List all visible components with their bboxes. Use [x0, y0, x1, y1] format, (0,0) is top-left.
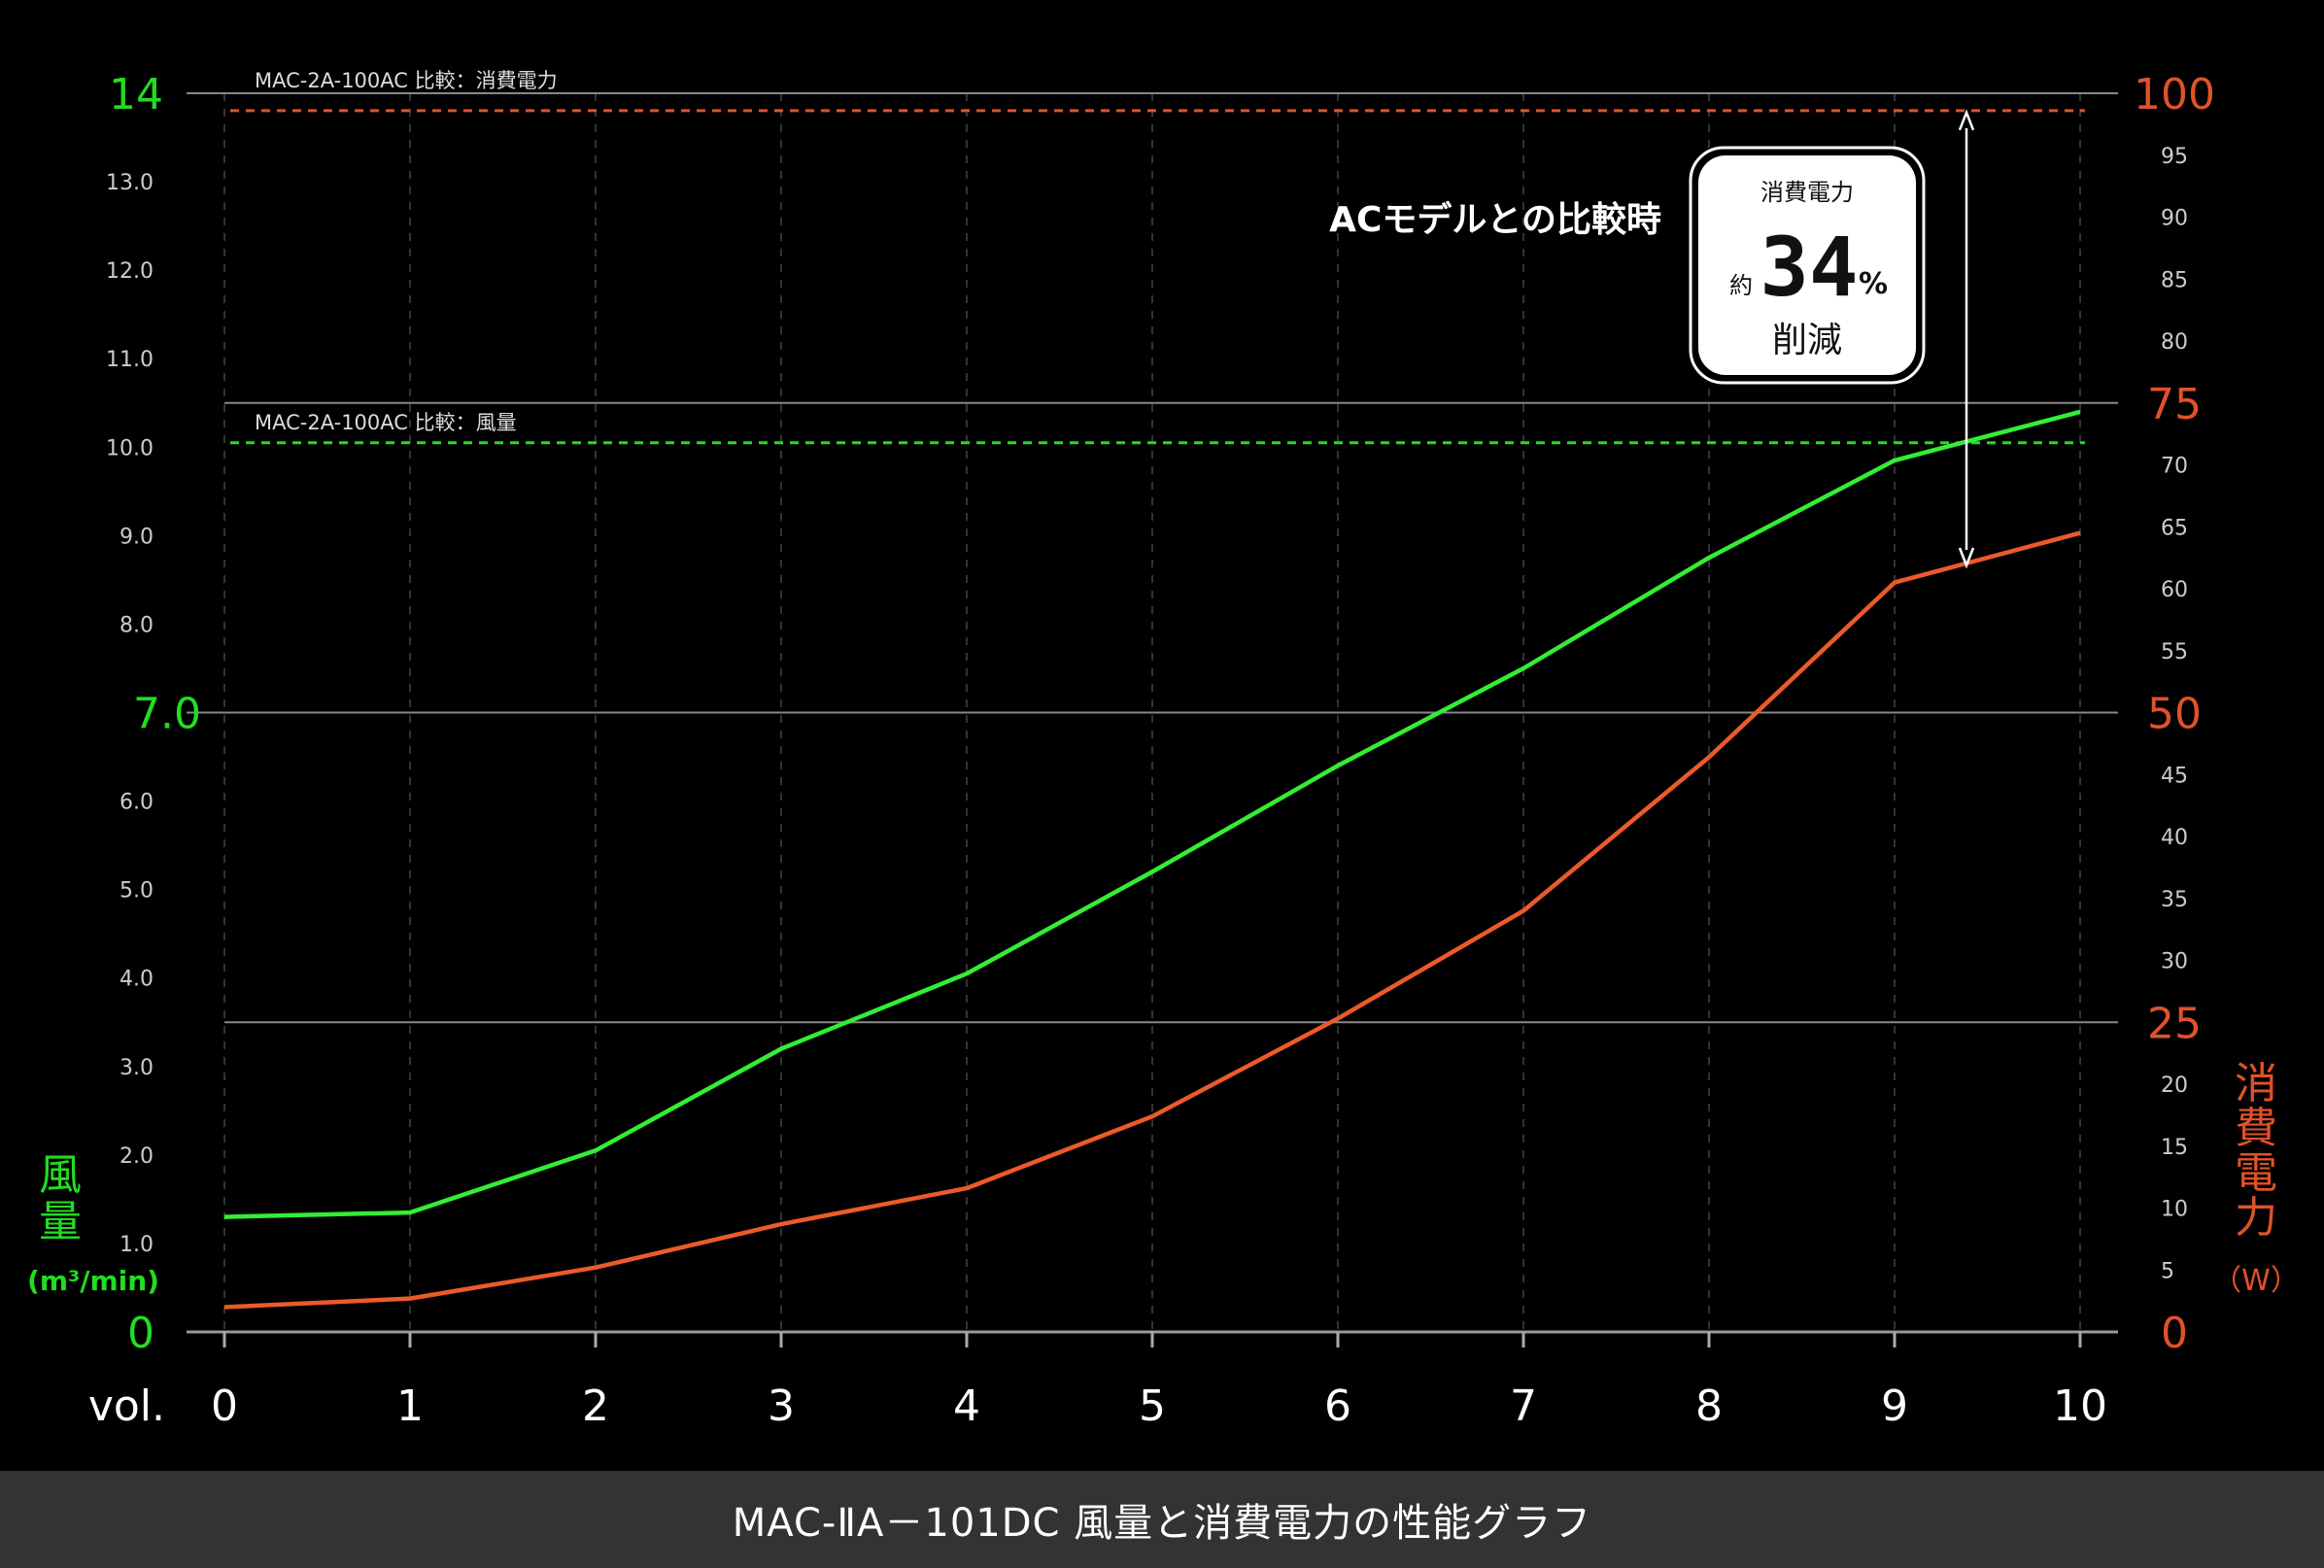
- right-major-tick-label-0: 0: [2161, 1309, 2188, 1358]
- right-minor-tick-label-15: 95: [2161, 145, 2188, 169]
- comparison-arrow-head-bottom: [1958, 547, 1975, 569]
- callout-number: 34: [1760, 220, 1858, 315]
- right-minor-tick-label-0: 5: [2161, 1259, 2174, 1283]
- right-axis-title-char-3: 力: [2235, 1193, 2277, 1243]
- reference-label-0: MAC-2A-100AC 比較：消費電力: [255, 69, 558, 92]
- callout-line3: 削減: [1772, 321, 1842, 360]
- chart-title: MAC-ⅡA－101DC 風量と消費電力の性能グラフ: [0, 1471, 2324, 1568]
- x-tick-label-4: 4: [953, 1381, 980, 1431]
- left-minor-tick-label-10: 12.0: [106, 259, 154, 284]
- callout-line1: 消費電力: [1760, 179, 1854, 206]
- left-minor-tick-label-6: 8.0: [120, 613, 154, 637]
- left-axis-title-char-0: 風: [39, 1150, 82, 1200]
- left-minor-tick-label-3: 4.0: [120, 968, 154, 992]
- right-axis-unit: （W）: [2212, 1264, 2300, 1298]
- right-minor-tick-label-4: 30: [2161, 950, 2188, 974]
- left-major-tick-label-2: 14: [109, 70, 163, 119]
- right-minor-tick-label-10: 65: [2161, 516, 2188, 540]
- comparison-arrow-head-top: [1958, 109, 1975, 131]
- right-minor-tick-label-14: 90: [2161, 207, 2188, 231]
- left-minor-tick-label-9: 11.0: [106, 348, 154, 372]
- left-axis-unit: (m³/min): [27, 1265, 159, 1297]
- right-major-tick-label-1: 25: [2147, 999, 2202, 1048]
- right-minor-tick-label-3: 20: [2161, 1074, 2188, 1098]
- left-minor-tick-label-11: 13.0: [106, 171, 154, 195]
- right-minor-tick-label-5: 35: [2161, 888, 2188, 912]
- right-axis-title-char-2: 電: [2235, 1148, 2277, 1198]
- right-axis-title-char-1: 費: [2235, 1104, 2277, 1153]
- left-major-tick-label-0: 0: [127, 1309, 154, 1358]
- x-tick-label-10: 10: [2053, 1381, 2107, 1431]
- right-minor-tick-label-6: 40: [2161, 826, 2188, 850]
- x-tick-label-3: 3: [768, 1381, 795, 1431]
- x-axis-label: vol.: [88, 1381, 165, 1431]
- x-tick-label-5: 5: [1139, 1381, 1166, 1431]
- x-tick-label-7: 7: [1510, 1381, 1537, 1431]
- x-tick-label-2: 2: [582, 1381, 609, 1431]
- left-minor-tick-label-8: 10.0: [106, 436, 154, 460]
- right-minor-tick-label-2: 15: [2161, 1136, 2188, 1160]
- callout-box: [1698, 155, 1916, 375]
- x-tick-label-6: 6: [1324, 1381, 1351, 1431]
- right-major-tick-label-4: 100: [2134, 70, 2215, 119]
- left-minor-tick-label-5: 6.0: [120, 791, 154, 815]
- x-tick-label-1: 1: [396, 1381, 424, 1431]
- left-minor-tick-label-2: 3.0: [120, 1056, 154, 1080]
- callout-prefix: 約: [1729, 272, 1753, 299]
- callout-heading: ACモデルとの比較時: [1329, 199, 1661, 240]
- x-tick-label-0: 0: [211, 1381, 238, 1431]
- right-major-tick-label-3: 75: [2147, 380, 2202, 429]
- left-major-tick-label-1: 7.0: [133, 690, 201, 739]
- left-minor-tick-label-0: 1.0: [120, 1233, 154, 1257]
- right-minor-tick-label-11: 70: [2161, 455, 2188, 479]
- callout-percent: %: [1859, 267, 1888, 301]
- left-minor-tick-label-1: 2.0: [120, 1144, 154, 1169]
- chart-canvas: MAC-2A-100AC 比較：消費電力 MAC-2A-100AC 比較：風量 1.…: [27, 69, 2300, 1431]
- right-minor-tick-label-1: 10: [2161, 1198, 2188, 1222]
- left-axis-title-char-1: 量: [39, 1197, 82, 1246]
- right-minor-tick-label-13: 85: [2161, 268, 2188, 292]
- right-major-tick-label-2: 50: [2147, 690, 2202, 739]
- reference-label-1: MAC-2A-100AC 比較：風量: [255, 411, 517, 434]
- x-tick-label-9: 9: [1881, 1381, 1908, 1431]
- right-minor-tick-label-9: 60: [2161, 578, 2188, 602]
- x-tick-label-8: 8: [1695, 1381, 1723, 1431]
- right-minor-tick-label-12: 80: [2161, 330, 2188, 355]
- right-minor-tick-label-7: 45: [2161, 764, 2188, 788]
- left-minor-tick-label-7: 9.0: [120, 525, 154, 549]
- right-axis-title-char-0: 消: [2235, 1059, 2277, 1108]
- right-minor-tick-label-8: 55: [2161, 640, 2188, 665]
- left-minor-tick-label-4: 5.0: [120, 879, 154, 903]
